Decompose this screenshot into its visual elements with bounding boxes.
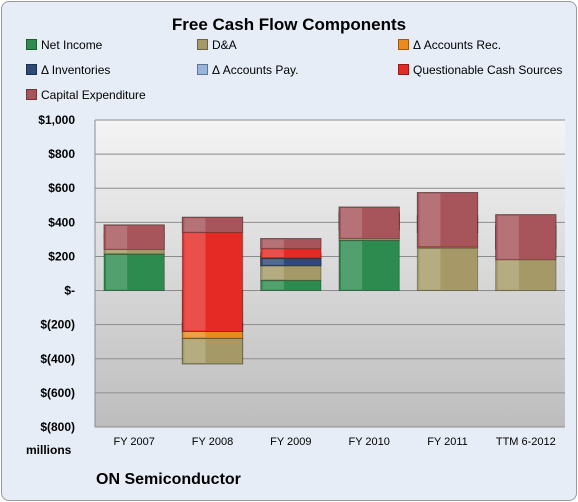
y-tick-label: $200: [48, 249, 75, 263]
bar-highlight: [341, 241, 363, 290]
legend-swatch: [26, 89, 37, 100]
legend-item: Δ Accounts Rec.: [398, 38, 501, 52]
legend-item: D&A: [197, 38, 237, 52]
y-tick-label: $-: [64, 284, 75, 298]
bar-segment: [103, 253, 165, 292]
x-tick-label: FY 2010: [348, 436, 389, 448]
legend-item: Δ Accounts Pay.: [197, 63, 299, 77]
y-tick-label: $600: [48, 181, 75, 195]
legend-label: Δ Accounts Rec.: [413, 38, 502, 52]
company-name: ON Semiconductor: [96, 471, 241, 488]
bar-highlight: [262, 281, 284, 290]
y-tick-label: $1,000: [38, 113, 75, 127]
units-label: millions: [26, 443, 72, 457]
y-tick-label: $(600): [40, 386, 75, 400]
bar-segment: [495, 214, 557, 261]
legend-swatch: [197, 64, 208, 75]
bar-highlight: [262, 239, 284, 248]
bar-segment: [103, 224, 165, 251]
legend-label: Questionable Cash Sources: [413, 63, 563, 77]
legend-label: Net Income: [41, 38, 103, 52]
bar-highlight: [497, 215, 519, 259]
bar-segment: [181, 337, 244, 365]
y-tick-label: $(400): [40, 352, 75, 366]
legend-item: Net Income: [26, 38, 102, 52]
legend: Net Income D&A Δ Accounts Rec. Δ Inventorie…: [0, 0, 578, 110]
bar-highlight: [419, 248, 441, 290]
legend-item: Capital Expenditure: [26, 88, 146, 102]
y-tick-label: $400: [48, 215, 75, 229]
y-tick-label: $(200): [40, 318, 75, 332]
legend-label: D&A: [212, 38, 237, 52]
bar-highlight: [184, 328, 206, 338]
x-tick-label: FY 2009: [270, 436, 311, 448]
legend-item: Δ Inventories: [26, 63, 110, 77]
legend-label: Capital Expenditure: [41, 88, 146, 102]
bar-segment: [416, 247, 479, 292]
plot-area: [95, 120, 565, 427]
y-tick-label: $800: [48, 147, 75, 161]
legend-swatch: [197, 39, 208, 50]
bar-highlight: [106, 225, 128, 249]
x-tick-label: FY 2007: [113, 436, 154, 448]
bar-highlight: [262, 259, 284, 265]
legend-swatch: [398, 64, 409, 75]
x-tick-label: FY 2011: [427, 436, 468, 448]
bar-highlight: [341, 207, 363, 238]
legend-label: Δ Accounts Pay.: [212, 63, 299, 77]
bar-highlight: [184, 339, 206, 363]
legend-label: Δ Inventories: [41, 63, 111, 77]
bar-segment: [181, 216, 244, 234]
bar-segment: [181, 216, 244, 332]
legend-swatch: [26, 39, 37, 50]
legend-swatch: [26, 64, 37, 75]
legend-item: Questionable Cash Sources: [398, 63, 562, 77]
bar-segment: [416, 191, 479, 248]
x-tick-label: FY 2008: [192, 436, 233, 448]
bar-highlight: [419, 193, 441, 247]
bar-highlight: [184, 218, 206, 232]
x-tick-label: TTM 6-2012: [496, 436, 556, 448]
chart-title: Free Cash Flow Components: [171, 15, 407, 34]
bar-highlight: [184, 218, 206, 331]
legend-swatch: [398, 39, 409, 50]
y-tick-label: $(800): [40, 420, 75, 434]
bar-segment: [260, 238, 322, 250]
bar-segment: [338, 206, 400, 240]
bar-segment: [338, 239, 400, 292]
bar-highlight: [106, 254, 128, 290]
